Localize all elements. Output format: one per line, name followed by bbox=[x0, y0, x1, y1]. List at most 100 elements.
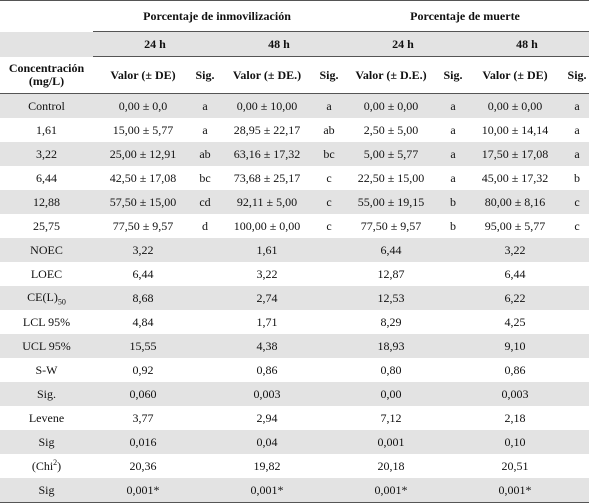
time-header: 24 h bbox=[93, 31, 217, 57]
blank bbox=[317, 430, 341, 454]
value-cell: 12,87 bbox=[377, 266, 405, 281]
data-row: UCL 95% 15,55 4,38 18,93 9,10 bbox=[0, 334, 589, 358]
data-row: LCL 95% 4,84 1,71 8,29 4,25 bbox=[0, 310, 589, 334]
value-cell: 4,25 bbox=[504, 314, 526, 329]
blank bbox=[565, 310, 589, 334]
value-cell: 19,82 bbox=[253, 458, 281, 473]
data-row: Levene 3,77 2,94 7,12 2,18 bbox=[0, 406, 589, 430]
blank bbox=[317, 262, 341, 286]
data-row: (Chi2) 20,36 19,82 20,18 20,51 bbox=[0, 454, 589, 478]
value-cell: 0,001* bbox=[217, 478, 317, 503]
blank bbox=[565, 454, 589, 478]
sig-cell: a bbox=[441, 93, 465, 118]
blank bbox=[193, 238, 217, 262]
value-cell: 0,003 bbox=[465, 382, 565, 406]
blank bbox=[193, 286, 217, 310]
row-label: Sig. bbox=[0, 382, 93, 406]
value-cell: 3,22 bbox=[256, 266, 278, 281]
row-label: LCL 95% bbox=[22, 314, 71, 329]
blank bbox=[565, 238, 589, 262]
value-cell: 0,060 bbox=[93, 382, 193, 406]
value-cell: 15,00 ± 5,77 bbox=[112, 122, 174, 137]
sig-cell: c bbox=[565, 190, 589, 214]
row-label: CE(L)50 bbox=[0, 286, 93, 310]
label-part: 2 bbox=[53, 458, 58, 467]
sig-cell: c bbox=[317, 190, 341, 214]
blank bbox=[441, 334, 465, 358]
value-cell: 5,00 ± 5,77 bbox=[341, 142, 441, 166]
column-row: Concentración (mg/L) Valor (± DE) Sig. Valo… bbox=[0, 56, 589, 94]
value-cell: 0,86 bbox=[256, 362, 278, 377]
blank bbox=[193, 478, 217, 503]
blank bbox=[317, 382, 341, 406]
value-cell: 73,68 ± 25,17 bbox=[233, 170, 301, 185]
sig-cell: ab bbox=[193, 142, 217, 166]
blank bbox=[441, 382, 465, 406]
value-cell: 77,50 ± 9,57 bbox=[112, 218, 174, 233]
value-cell: 20,36 bbox=[129, 458, 157, 473]
blank bbox=[193, 262, 217, 286]
row-label: LOEC bbox=[30, 266, 63, 281]
sig-cell: a bbox=[574, 122, 580, 137]
blank bbox=[193, 382, 217, 406]
data-row: S-W 0,92 0,86 0,80 0,86 bbox=[0, 358, 589, 382]
blank bbox=[317, 238, 341, 262]
sig-cell: a bbox=[193, 93, 217, 118]
value-cell: 0,016 bbox=[93, 430, 193, 454]
value-cell: 3,77 bbox=[132, 410, 154, 425]
time-header: 24 h bbox=[341, 31, 465, 57]
row-label: 3,22 bbox=[0, 142, 93, 166]
value-cell: 0,00 ± 0,00 bbox=[341, 93, 441, 118]
label-part: CE(L) bbox=[27, 289, 58, 304]
column-header: Sig. bbox=[193, 56, 217, 94]
sig-cell: cd bbox=[193, 190, 217, 214]
sig-cell: a bbox=[317, 93, 341, 118]
blank bbox=[0, 31, 93, 57]
row-label: 12,88 bbox=[0, 190, 93, 214]
blank bbox=[441, 286, 465, 310]
value-cell: 6,44 bbox=[132, 266, 154, 281]
value-cell: 25,00 ± 12,91 bbox=[93, 142, 193, 166]
data-row: LOEC 6,44 3,22 12,87 6,44 bbox=[0, 262, 589, 286]
value-cell: 18,93 bbox=[341, 334, 441, 358]
value-cell: 0,003 bbox=[217, 382, 317, 406]
value-cell: 0,001* bbox=[93, 478, 193, 503]
sig-cell: a bbox=[441, 142, 465, 166]
blank bbox=[317, 310, 341, 334]
row-label: UCL 95% bbox=[0, 334, 93, 358]
blank bbox=[441, 238, 465, 262]
blank bbox=[441, 430, 465, 454]
group-header: Porcentaje de inmovilización bbox=[93, 0, 341, 32]
label-part: 50 bbox=[57, 297, 66, 307]
value-cell: 45,00 ± 17,32 bbox=[481, 170, 549, 185]
value-cell: 10,00 ± 14,14 bbox=[481, 122, 549, 137]
value-cell: 8,68 bbox=[93, 286, 193, 310]
blank bbox=[193, 406, 217, 430]
value-cell: 2,94 bbox=[256, 410, 278, 425]
sig-cell: a bbox=[450, 170, 456, 185]
blank bbox=[441, 478, 465, 503]
value-cell: 4,84 bbox=[132, 314, 154, 329]
blank bbox=[441, 262, 465, 286]
blank bbox=[441, 454, 465, 478]
value-cell: 100,00 ± 0,00 bbox=[233, 218, 301, 233]
blank bbox=[193, 334, 217, 358]
column-header: Sig. bbox=[565, 56, 589, 94]
value-cell: 0,001* bbox=[341, 478, 441, 503]
label-part: ) bbox=[57, 459, 62, 473]
column-header: Sig. bbox=[441, 56, 465, 94]
value-cell: 7,12 bbox=[380, 410, 402, 425]
value-cell: 8,29 bbox=[380, 314, 402, 329]
value-cell: 0,10 bbox=[465, 430, 565, 454]
blank bbox=[441, 406, 465, 430]
value-cell: 80,00 ± 8,16 bbox=[465, 190, 565, 214]
row-label: (Chi2) bbox=[0, 454, 93, 478]
value-cell: 55,00 ± 19,15 bbox=[341, 190, 441, 214]
blank bbox=[565, 334, 589, 358]
blank bbox=[441, 310, 465, 334]
blank bbox=[317, 454, 341, 478]
blank bbox=[317, 286, 341, 310]
blank bbox=[193, 310, 217, 334]
data-row: NOEC 3,22 1,61 6,44 3,22 bbox=[0, 238, 589, 262]
